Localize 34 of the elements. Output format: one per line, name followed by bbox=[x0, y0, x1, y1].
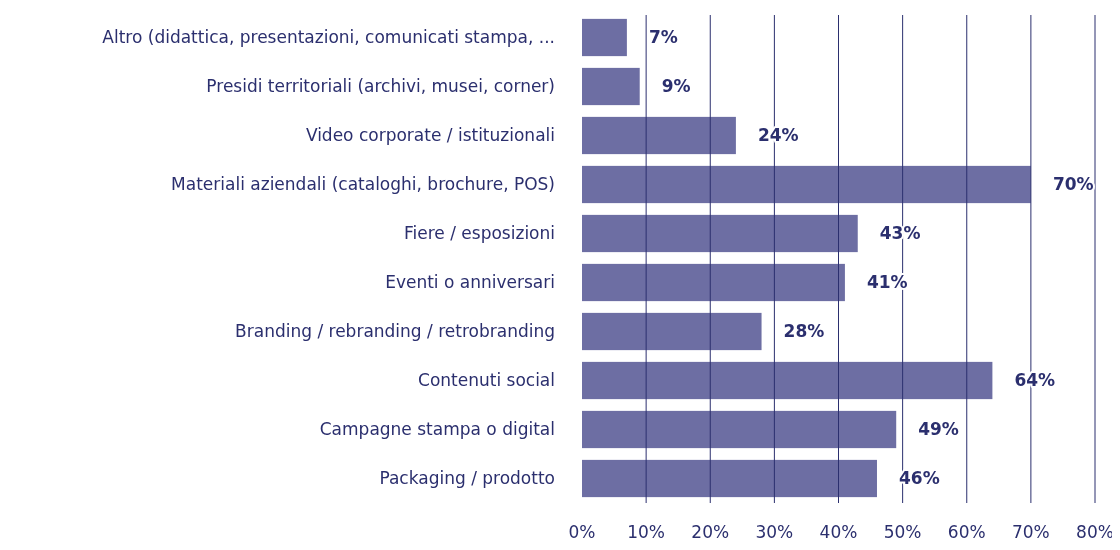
bar bbox=[582, 165, 1031, 204]
x-tick-label: 50% bbox=[883, 522, 922, 542]
bar bbox=[582, 410, 897, 449]
x-tick-label: 0% bbox=[568, 522, 596, 542]
bar bbox=[582, 459, 877, 498]
bar bbox=[582, 67, 640, 106]
y-tick-label: Materiali aziendali (cataloghi, brochure, POS) bbox=[171, 174, 555, 195]
data-label: 7% bbox=[648, 27, 678, 48]
bar bbox=[582, 18, 627, 57]
y-tick-label: Presidi territoriali (archivi, musei, corner) bbox=[206, 76, 555, 97]
bar bbox=[582, 361, 993, 400]
y-tick-label: Campagne stampa o digital bbox=[319, 419, 555, 440]
y-tick-label: Video corporate / istituzionali bbox=[305, 125, 555, 146]
x-tick-label: 10% bbox=[627, 522, 666, 542]
x-tick-label: 60% bbox=[947, 522, 986, 542]
x-tick-label: 30% bbox=[755, 522, 794, 542]
data-label: 49% bbox=[918, 419, 959, 440]
y-tick-label: Branding / rebranding / retrobranding bbox=[235, 321, 555, 342]
y-tick-label: Altro (didattica, presentazioni, comunicati stampa, ... bbox=[102, 27, 555, 48]
data-label: 70% bbox=[1052, 174, 1094, 195]
y-tick-label: Fiere / esposizioni bbox=[404, 223, 555, 244]
y-tick-label: Packaging / prodotto bbox=[379, 468, 555, 489]
x-tick-label: 80% bbox=[1076, 522, 1114, 542]
x-tick-label: 70% bbox=[1011, 522, 1050, 542]
data-label: 9% bbox=[661, 76, 691, 97]
y-tick-label: Contenuti social bbox=[418, 370, 555, 391]
bar bbox=[582, 312, 762, 351]
bar bbox=[582, 263, 845, 302]
bar bbox=[582, 214, 858, 253]
data-label: 28% bbox=[783, 321, 825, 342]
x-tick-label: 40% bbox=[819, 522, 858, 542]
x-tick-label: 20% bbox=[691, 522, 730, 542]
y-tick-label: Eventi o anniversari bbox=[385, 272, 555, 293]
bar bbox=[582, 116, 736, 155]
